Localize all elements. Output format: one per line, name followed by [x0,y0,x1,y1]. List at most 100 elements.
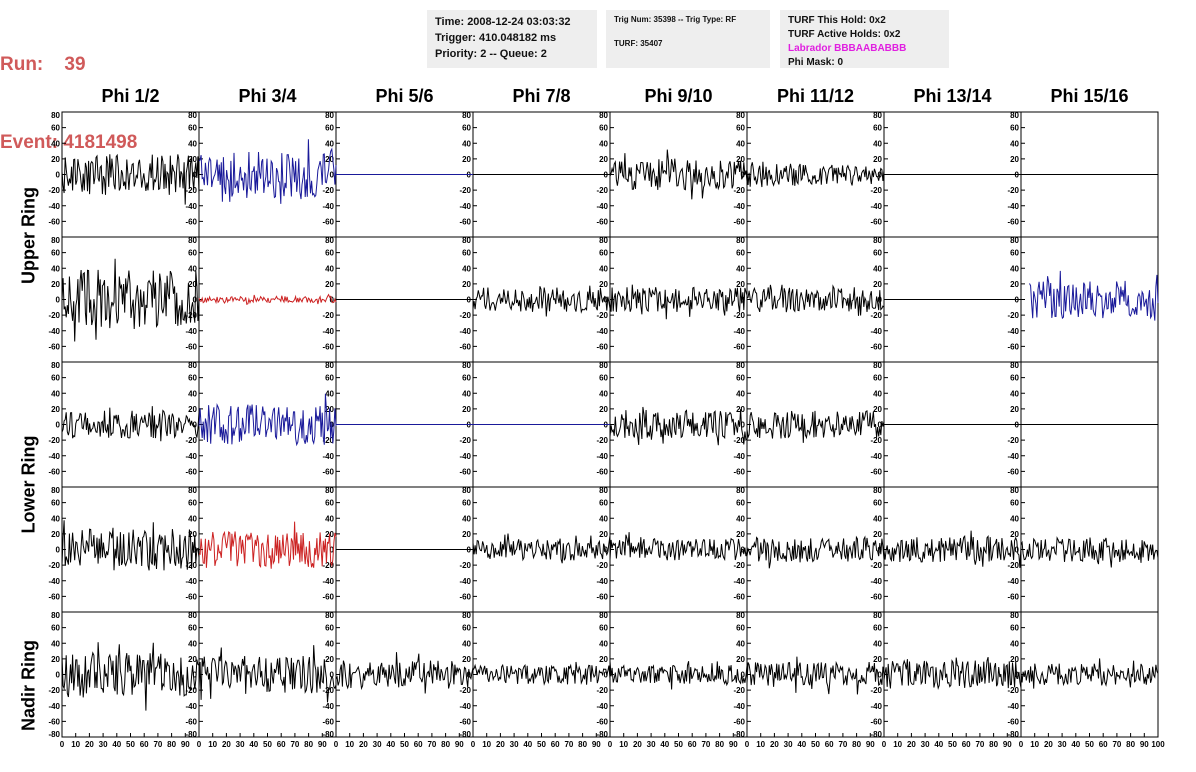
y-tick-label: 60 [1010,624,1019,633]
y-tick-label: -20 [459,686,471,695]
y-tick-label: -40 [870,577,882,586]
y-tick-label: 80 [599,361,608,370]
x-tick-label: 40 [660,740,669,749]
column-header-phi-5-6: Phi 5/6 [375,86,434,106]
y-tick-label: -20 [322,436,334,445]
y-tick-label: 40 [462,389,471,398]
y-tick-label: -40 [185,702,197,711]
y-tick-label: 20 [599,280,608,289]
y-tick-label: 40 [462,139,471,148]
x-tick-label: 70 [290,740,299,749]
y-tick-label: -60 [459,217,471,226]
y-tick-label: -40 [1007,577,1019,586]
y-tick-label: -60 [1007,217,1019,226]
y-tick-label: 20 [51,405,60,414]
y-tick-label: -60 [48,342,60,351]
y-tick-label: 40 [599,514,608,523]
x-tick-label: 60 [140,740,149,749]
y-tick-label: -60 [596,217,608,226]
y-tick-label: 40 [325,389,334,398]
y-tick-label: 40 [736,639,745,648]
y-tick-label: 40 [1010,139,1019,148]
x-tick-label: 20 [496,740,505,749]
y-tick-label: 40 [873,639,882,648]
y-tick-label: -60 [459,467,471,476]
panel-frame-r4-c3 [472,611,611,738]
y-tick-label: -40 [1007,702,1019,711]
y-tick-label: 60 [462,499,471,508]
x-tick-label: 90 [866,740,875,749]
y-tick-label: -80 [1007,730,1019,739]
y-tick-label: 20 [736,280,745,289]
y-tick-label: 60 [188,249,197,258]
y-tick-label: 0 [467,671,472,680]
y-tick-label: 80 [325,111,334,120]
x-tick-label: 100 [1151,740,1165,749]
y-tick-label: 20 [1010,405,1019,414]
y-tick-label: 0 [741,421,746,430]
y-tick-label: 40 [462,264,471,273]
y-tick-label: -20 [870,311,882,320]
y-tick-label: 60 [599,374,608,383]
y-tick-label: -60 [185,717,197,726]
y-tick-label: 60 [325,499,334,508]
y-tick-label: -40 [322,702,334,711]
panel-frame-r0-c5 [746,111,885,238]
y-tick-label: 20 [462,530,471,539]
waveform-r1-c7 [1029,270,1159,321]
y-tick-label: 40 [599,389,608,398]
y-tick-label: 40 [51,139,60,148]
y-tick-label: -60 [1007,342,1019,351]
y-tick-label: 80 [188,486,197,495]
y-tick-label: 20 [188,280,197,289]
y-tick-label: 40 [325,514,334,523]
x-tick-label: 30 [1058,740,1067,749]
x-tick-label: 70 [564,740,573,749]
x-tick-label: 90 [729,740,738,749]
y-tick-label: 40 [736,514,745,523]
waveform-r0-c4 [609,149,748,200]
y-tick-label: 20 [188,405,197,414]
y-tick-label: -60 [459,717,471,726]
y-tick-label: -80 [48,730,60,739]
y-tick-label: -20 [322,311,334,320]
y-tick-label: 80 [325,611,334,620]
y-tick-label: 20 [1010,530,1019,539]
y-tick-label: 60 [873,249,882,258]
x-tick-label: 90 [592,740,601,749]
y-tick-label: -20 [870,686,882,695]
x-tick-label: 70 [975,740,984,749]
y-tick-label: -60 [48,717,60,726]
x-tick-label: 20 [1044,740,1053,749]
y-tick-label: 80 [736,111,745,120]
x-tick-label: 80 [578,740,587,749]
y-tick-label: 40 [462,514,471,523]
y-tick-label: 20 [188,530,197,539]
y-tick-label: 0 [330,171,335,180]
y-tick-label: -80 [596,730,608,739]
y-tick-label: -60 [185,592,197,601]
waveform-r4-c0 [61,642,200,711]
y-tick-label: -40 [596,577,608,586]
y-tick-label: -60 [48,217,60,226]
y-tick-label: -60 [459,592,471,601]
x-tick-label: 60 [277,740,286,749]
waveform-r3-c5 [746,535,885,569]
y-tick-label: -80 [870,730,882,739]
y-tick-label: 60 [736,249,745,258]
y-tick-label: 80 [599,111,608,120]
y-tick-label: -20 [185,186,197,195]
y-tick-label: -60 [322,717,334,726]
time-text: Time: 2008-12-24 03:03:32 [435,16,571,28]
y-tick-label: -20 [870,186,882,195]
y-tick-label: 40 [51,639,60,648]
y-tick-label: -20 [1007,561,1019,570]
trigger-text: Trigger: 410.048182 ms [435,32,557,44]
y-tick-label: 80 [1010,361,1019,370]
y-tick-label: 20 [462,405,471,414]
y-tick-label: 80 [188,111,197,120]
y-tick-label: 80 [325,486,334,495]
y-tick-label: -20 [870,561,882,570]
y-tick-label: -60 [870,592,882,601]
